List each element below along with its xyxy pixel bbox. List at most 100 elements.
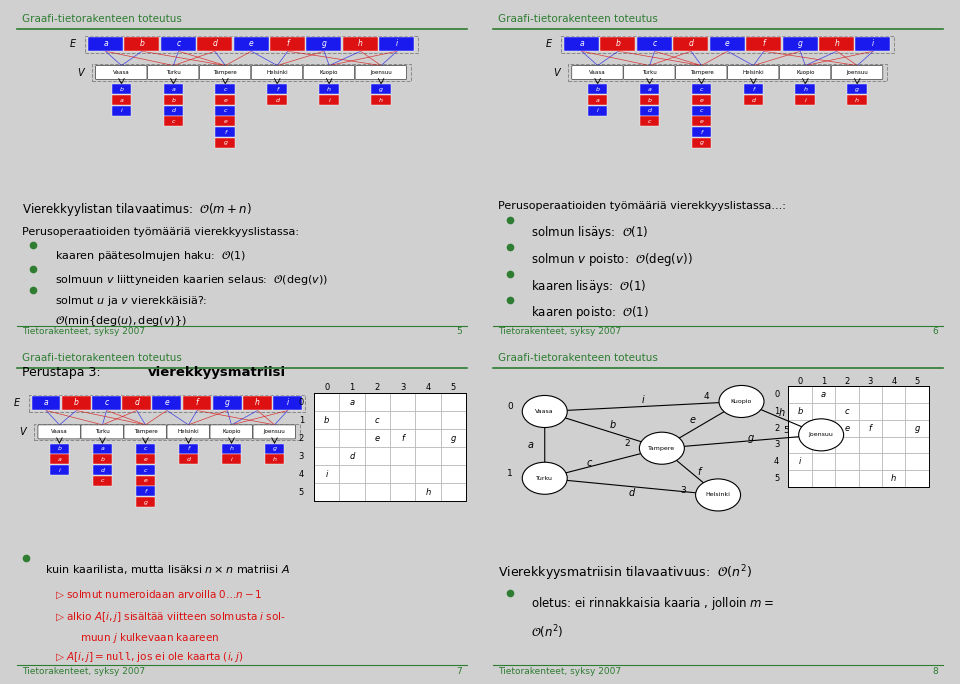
Bar	[416, 393, 441, 411]
Text: 1: 1	[821, 377, 827, 386]
Text: 2: 2	[299, 434, 304, 443]
Text: d: d	[276, 98, 279, 103]
Bar	[639, 105, 660, 116]
Text: a: a	[821, 391, 826, 399]
Bar	[441, 484, 466, 501]
Bar	[124, 37, 159, 51]
Bar	[441, 447, 466, 465]
Text: g: g	[798, 39, 803, 48]
Bar	[135, 465, 156, 475]
Text: d: d	[134, 398, 139, 407]
Bar	[788, 386, 929, 486]
Text: e: e	[143, 457, 148, 462]
Text: a: a	[580, 39, 584, 48]
Bar	[812, 436, 835, 453]
FancyBboxPatch shape	[37, 425, 81, 439]
Text: b: b	[119, 87, 124, 92]
Bar	[639, 116, 660, 127]
Text: Helsinki: Helsinki	[178, 430, 200, 434]
Bar	[691, 127, 711, 137]
Bar	[744, 84, 763, 94]
Bar	[122, 397, 151, 410]
Bar	[788, 436, 812, 453]
Text: b: b	[324, 416, 329, 425]
Text: a: a	[44, 398, 49, 407]
Bar	[365, 429, 390, 447]
Text: Perusoperaatioiden työmääriä vierekkyyslistassa...:: Perusoperaatioiden työmääriä vierekkyysl…	[498, 200, 786, 211]
Bar	[835, 453, 858, 470]
FancyBboxPatch shape	[624, 66, 675, 79]
Text: V: V	[553, 68, 560, 77]
Text: Vaasa: Vaasa	[51, 430, 68, 434]
Text: g: g	[748, 433, 754, 443]
Text: Joensuu: Joensuu	[808, 432, 833, 437]
Bar	[905, 436, 929, 453]
Bar	[268, 95, 287, 105]
FancyBboxPatch shape	[728, 66, 779, 79]
Text: 1: 1	[349, 383, 354, 392]
Text: b: b	[595, 87, 600, 92]
Text: a: a	[528, 440, 534, 450]
Bar	[788, 453, 812, 470]
Bar	[179, 443, 199, 453]
Text: f: f	[225, 130, 227, 135]
Text: $\mathcal{O}(\min\{\deg(u),\deg(v)\})$: $\mathcal{O}(\min\{\deg(u),\deg(v)\})$	[55, 314, 186, 328]
Text: e: e	[224, 119, 228, 124]
Text: i: i	[597, 108, 598, 114]
Text: e: e	[689, 415, 695, 425]
Text: e: e	[224, 98, 228, 103]
Bar	[365, 411, 390, 429]
Bar	[92, 454, 112, 464]
Text: h: h	[358, 39, 363, 48]
Text: g: g	[915, 423, 920, 433]
Bar	[835, 470, 858, 486]
Text: kaaren poisto:  $\mathcal{O}(1)$: kaaren poisto: $\mathcal{O}(1)$	[531, 304, 649, 321]
Text: h: h	[273, 457, 276, 462]
Text: Graafi-tietorakenteen toteutus: Graafi-tietorakenteen toteutus	[22, 14, 181, 24]
Bar	[111, 84, 132, 94]
Bar	[92, 397, 121, 410]
Bar	[92, 465, 112, 475]
Bar	[390, 429, 416, 447]
Text: 0: 0	[299, 397, 304, 407]
Bar	[340, 465, 365, 484]
Bar	[135, 454, 156, 464]
Text: h: h	[804, 87, 807, 92]
Bar	[441, 465, 466, 484]
Circle shape	[639, 432, 684, 464]
Text: c: c	[101, 478, 104, 484]
Bar	[782, 37, 818, 51]
Text: b: b	[74, 398, 79, 407]
Text: c: c	[375, 416, 379, 425]
Bar	[215, 137, 235, 148]
Text: 4: 4	[704, 392, 709, 402]
Circle shape	[522, 462, 567, 495]
Bar	[163, 105, 183, 116]
Text: 5: 5	[783, 425, 789, 434]
Text: Graafi-tietorakenteen toteutus: Graafi-tietorakenteen toteutus	[498, 14, 658, 24]
FancyBboxPatch shape	[831, 66, 883, 79]
Text: d: d	[628, 488, 635, 498]
FancyBboxPatch shape	[303, 66, 354, 79]
Text: g: g	[855, 87, 859, 92]
Bar	[87, 37, 123, 51]
Bar	[372, 84, 391, 94]
Text: h: h	[379, 98, 383, 103]
Bar	[812, 420, 835, 436]
FancyBboxPatch shape	[676, 66, 727, 79]
Bar	[905, 403, 929, 420]
Bar	[691, 105, 711, 116]
Text: 8: 8	[932, 667, 938, 676]
Bar	[111, 105, 132, 116]
Text: Tampere: Tampere	[133, 430, 157, 434]
Bar	[50, 465, 69, 475]
Text: Kuopio: Kuopio	[320, 70, 339, 75]
Bar	[858, 453, 882, 470]
Bar	[882, 420, 905, 436]
Text: Graafi-tietorakenteen toteutus: Graafi-tietorakenteen toteutus	[22, 353, 181, 363]
Text: i: i	[230, 457, 232, 462]
Bar	[835, 386, 858, 403]
Text: b: b	[610, 420, 615, 430]
Text: 1: 1	[774, 407, 780, 416]
Text: a: a	[120, 98, 124, 103]
